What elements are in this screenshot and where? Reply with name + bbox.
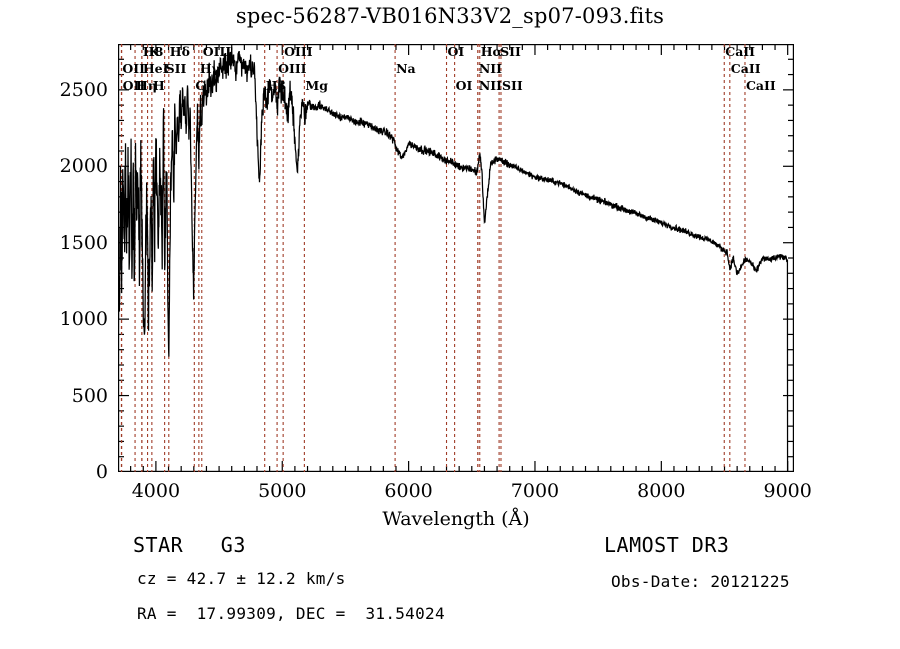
spectral-line-label: HeI	[142, 61, 169, 76]
spectral-line-label: Na	[396, 61, 416, 76]
x-tick-label: 7000	[510, 480, 560, 502]
spectral-line-label: K	[148, 44, 160, 59]
spectral-line-label: OI	[455, 78, 473, 93]
spectral-line-label: Hα	[480, 44, 503, 59]
page-title: spec-56287-VB016N33V2_sp07-093.fits	[235, 4, 665, 28]
spectral-line-label: SII	[501, 78, 523, 93]
spectral-line-label: SII	[500, 44, 521, 59]
spectral-line-label: OIII	[202, 44, 232, 59]
spectral-line-label: Mg	[305, 78, 328, 93]
survey-label: LAMOST DR3	[604, 533, 730, 557]
y-tick-label: 500	[71, 384, 108, 407]
x-tick-label: 4000	[131, 480, 181, 502]
spectrum-svg	[118, 44, 794, 472]
spectral-line-markers	[120, 44, 746, 472]
x-tick-label: 6000	[384, 480, 433, 502]
spectral-line-label: OII	[122, 61, 145, 76]
x-axis-title: Wavelength (Å)	[382, 508, 530, 530]
spectral-line-label: CaII	[725, 44, 755, 59]
spectral-line-label: OI	[447, 44, 465, 59]
spectral-line-label: Hγ	[199, 61, 220, 76]
y-tick-label: 1500	[59, 231, 108, 254]
y-tick-label: 1000	[59, 308, 108, 331]
spectral-line-label: OII	[122, 78, 146, 93]
spectral-line-label: G	[195, 78, 206, 93]
spectral-line-label: Hδ	[169, 44, 190, 59]
spectral-line-label: Hη	[136, 78, 157, 93]
x-tick-label: 9000	[763, 480, 812, 502]
spectral-line-label: OIII	[278, 61, 307, 76]
redshift-velocity-label: cz = 42.7 ± 12.2 km/s	[137, 569, 346, 588]
plot-area	[118, 44, 794, 472]
spectral-line-label: CaII	[745, 78, 776, 93]
spectral-line-label: CaII	[730, 61, 761, 76]
spectral-line-label: OIII	[284, 44, 313, 59]
spectral-line-label: NII	[478, 78, 502, 93]
coordinates-label: RA = 17.99309, DEC = 31.54024	[137, 604, 445, 623]
spectral-line-label: SII	[165, 61, 187, 76]
y-tick-label: 0	[95, 461, 108, 483]
spectral-line-label: NII	[478, 61, 502, 76]
y-tick-label: 2500	[59, 78, 108, 101]
object-type-label: STAR G3	[133, 533, 246, 557]
spectral-line-label: H	[152, 78, 165, 93]
y-axis-title: Flux (relative)	[0, 61, 1, 261]
axis-ticks	[118, 44, 794, 472]
x-tick-label: 8000	[637, 480, 686, 502]
spectral-line-label: Hβ	[265, 78, 286, 93]
y-tick-label: 2000	[59, 155, 108, 178]
spectrum-trace	[118, 47, 789, 472]
plot-frame	[118, 44, 794, 472]
obs-date-label: Obs-Date: 20121225	[611, 572, 790, 591]
spectral-line-label: H8	[142, 44, 164, 59]
x-tick-label: 5000	[258, 480, 307, 502]
